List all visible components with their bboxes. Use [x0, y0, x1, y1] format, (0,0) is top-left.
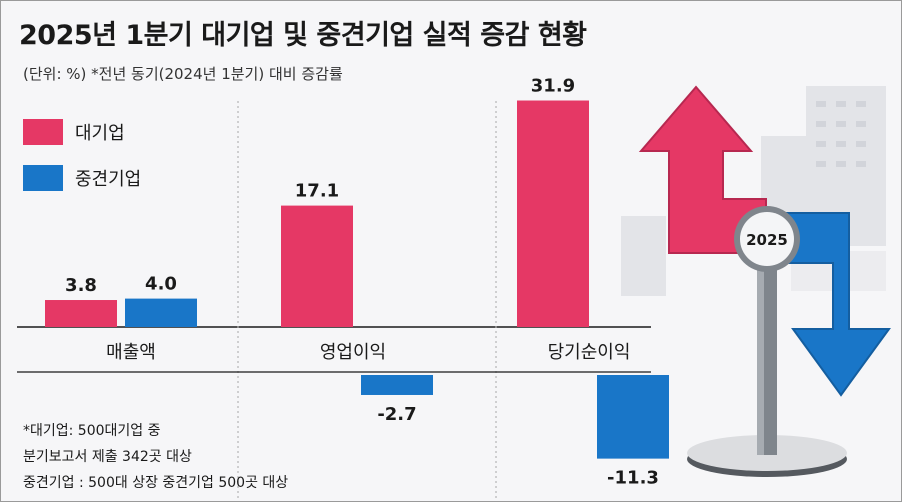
category-label: 영업이익	[320, 342, 386, 363]
data-label: 31.9	[531, 76, 575, 97]
data-label: 3.8	[65, 275, 97, 296]
bar-large	[517, 100, 589, 327]
legend-swatch-large	[23, 119, 63, 145]
bar-mid	[361, 375, 433, 395]
category-label: 당기순이익	[548, 342, 631, 363]
up-arrow-icon	[638, 85, 767, 254]
legend-label-mid: 중견기업	[75, 169, 142, 190]
data-label: -2.7	[377, 404, 416, 425]
bar-mid	[597, 375, 669, 459]
bar-large	[281, 205, 353, 327]
legend-label-large: 대기업	[75, 123, 125, 144]
down-arrow-icon	[765, 212, 891, 397]
bar-large	[45, 300, 117, 327]
footnote-line: *대기업: 500대기업 중	[23, 423, 161, 439]
bars-layer: 매출액 3.8 4.0 영업이익 17.1 -2.7 당기순이익 31.9 -11.3	[45, 76, 669, 489]
legend-swatch-mid	[23, 165, 63, 191]
legend: 대기업 중견기업	[23, 119, 141, 211]
chart-title: 2025년 1분기 대기업 및 중견기업 실적 증감 현황	[19, 20, 587, 51]
chart-subtitle: (단위: %) *전년 동기(2024년 1분기) 대비 증감률	[23, 65, 343, 83]
data-label: 17.1	[295, 181, 339, 202]
bar-mid	[125, 298, 197, 327]
footnote: *대기업: 500대기업 중 분기보고서 제출 342곳 대상 중견기업 : 5…	[23, 418, 288, 496]
legend-item-large: 대기업	[23, 119, 141, 145]
building-windows	[816, 101, 866, 167]
data-label: 4.0	[145, 274, 177, 295]
data-label: -11.3	[607, 468, 659, 489]
category-label: 매출액	[106, 342, 156, 363]
legend-item-mid: 중견기업	[23, 165, 141, 191]
signpost-illustration: 2025	[687, 206, 847, 477]
footnote-line: 중견기업 : 500대 상장 중견기업 500곳 대상	[23, 475, 289, 491]
footnote-line: 분기보고서 제출 342곳 대상	[23, 449, 192, 465]
year-badge: 2025	[746, 231, 788, 249]
